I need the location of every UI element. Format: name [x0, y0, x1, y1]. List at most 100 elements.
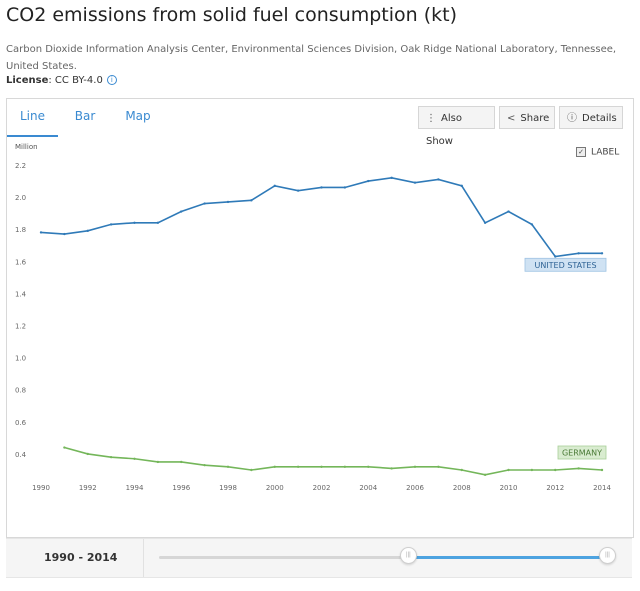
y-tick-label: 0.4 [15, 451, 27, 459]
series-end-label-box [524, 257, 607, 272]
data-point [530, 468, 534, 472]
data-point [554, 468, 557, 472]
series-end-label: UNITED STATES [534, 261, 596, 270]
tab-bar[interactable]: Bar [74, 109, 96, 123]
data-point [109, 223, 113, 226]
data-point [554, 255, 557, 258]
data-point [156, 460, 160, 464]
page-title: CO2 emissions from solid fuel consumptio… [6, 4, 458, 26]
data-point [507, 468, 510, 472]
y-tick-label: 1.0 [15, 355, 26, 363]
data-point [180, 210, 183, 213]
y-tick-label: 1.4 [15, 290, 27, 298]
data-point [507, 210, 510, 213]
data-point [86, 452, 89, 456]
data-point [296, 189, 300, 192]
data-point [343, 465, 347, 468]
range-bar: 1990 - 2014 ||| ||| [6, 538, 632, 578]
x-tick-label: 2004 [359, 484, 377, 492]
x-tick-label: 1998 [219, 484, 237, 492]
info-circle-icon: ⓘ [567, 113, 577, 124]
data-point [320, 186, 323, 189]
data-point [273, 465, 276, 468]
data-point [343, 186, 347, 189]
data-point [577, 467, 580, 470]
x-tick-label: 2008 [453, 484, 471, 492]
data-point [483, 221, 487, 224]
data-point [86, 229, 89, 233]
data-point [320, 465, 323, 468]
data-point [203, 463, 206, 467]
x-tick-label: 2000 [266, 484, 284, 492]
x-tick-label: 1994 [126, 484, 144, 492]
share-label: Share [520, 113, 550, 124]
x-tick-label: 1996 [172, 484, 190, 492]
data-point [296, 465, 300, 468]
y-tick-label: 1.6 [15, 258, 27, 266]
license-label: License [6, 75, 49, 86]
data-point [483, 473, 487, 477]
data-point [460, 468, 463, 472]
data-point [577, 252, 580, 255]
x-tick-label: 2006 [406, 484, 424, 492]
tab-map[interactable]: Map [125, 109, 151, 123]
data-point [180, 460, 183, 464]
data-point [530, 223, 534, 226]
series-line-germany [64, 446, 603, 476]
series-end-label: GERMANY [562, 449, 602, 458]
data-point [367, 465, 370, 468]
more-vertical-icon: ⋮ [426, 113, 436, 124]
series-end-label-box [557, 445, 607, 460]
data-point [156, 221, 160, 224]
data-point [39, 231, 43, 234]
x-tick-label: 2002 [313, 484, 331, 492]
y-tick-label: 0.6 [15, 419, 27, 427]
range-start-handle[interactable]: ||| [399, 547, 417, 564]
license-value: : CC BY-4.0 [48, 75, 103, 86]
x-tick-label: 1992 [79, 484, 97, 492]
also-show-button[interactable]: ⋮ Also Show [418, 106, 495, 147]
y-tick-label: 1.8 [15, 226, 26, 234]
range-end-handle[interactable]: ||| [599, 547, 616, 564]
data-point [367, 179, 370, 183]
line-chart: 0.4 0.6 0.8 1.0 1.2 1.4 1.6 1.8 2.0 2.2 1990 1992 19… [15, 162, 611, 492]
data-point [63, 232, 66, 236]
share-icon: < [507, 113, 516, 124]
label-toggle-text: LABEL [591, 147, 620, 158]
data-point [203, 202, 206, 205]
range-track-fill [407, 556, 607, 559]
data-point [600, 252, 604, 255]
checkbox-icon[interactable]: ✓ [576, 147, 586, 157]
data-point [390, 467, 393, 470]
chart-panel: Line Bar Map ⋮ Also Show < Share ⓘ Details … [6, 98, 634, 538]
data-point [390, 176, 393, 180]
x-tick-label: 2010 [500, 484, 518, 492]
x-tick-label: 1990 [32, 484, 50, 492]
data-point [250, 468, 253, 472]
data-point [133, 221, 136, 224]
label-toggle[interactable]: ✓ LABEL [576, 147, 619, 158]
details-button[interactable]: ⓘ Details [559, 106, 623, 129]
share-button[interactable]: < Share [499, 106, 555, 129]
data-point [226, 200, 230, 204]
y-tick-label: 2.0 [15, 194, 26, 202]
data-point [273, 184, 276, 188]
data-point [600, 468, 604, 472]
license: License: CC BY-4.0 i [6, 75, 117, 86]
range-divider [143, 539, 144, 577]
data-point [437, 465, 440, 468]
y-tick-label: 2.2 [15, 162, 26, 170]
y-tick-label: 0.8 [15, 387, 26, 395]
y-unit-label: Million [15, 143, 38, 151]
series-line-united-states [40, 177, 602, 258]
x-tick-label: 2012 [546, 484, 564, 492]
data-point [460, 184, 463, 188]
tab-line[interactable]: Line [7, 99, 58, 137]
info-icon[interactable]: i [106, 75, 117, 85]
data-point [413, 181, 417, 184]
range-track[interactable] [159, 556, 607, 559]
data-point [109, 455, 113, 459]
source-text: Carbon Dioxide Information Analysis Cent… [6, 44, 617, 72]
range-text: 1990 - 2014 [44, 551, 118, 564]
data-point [63, 446, 66, 449]
